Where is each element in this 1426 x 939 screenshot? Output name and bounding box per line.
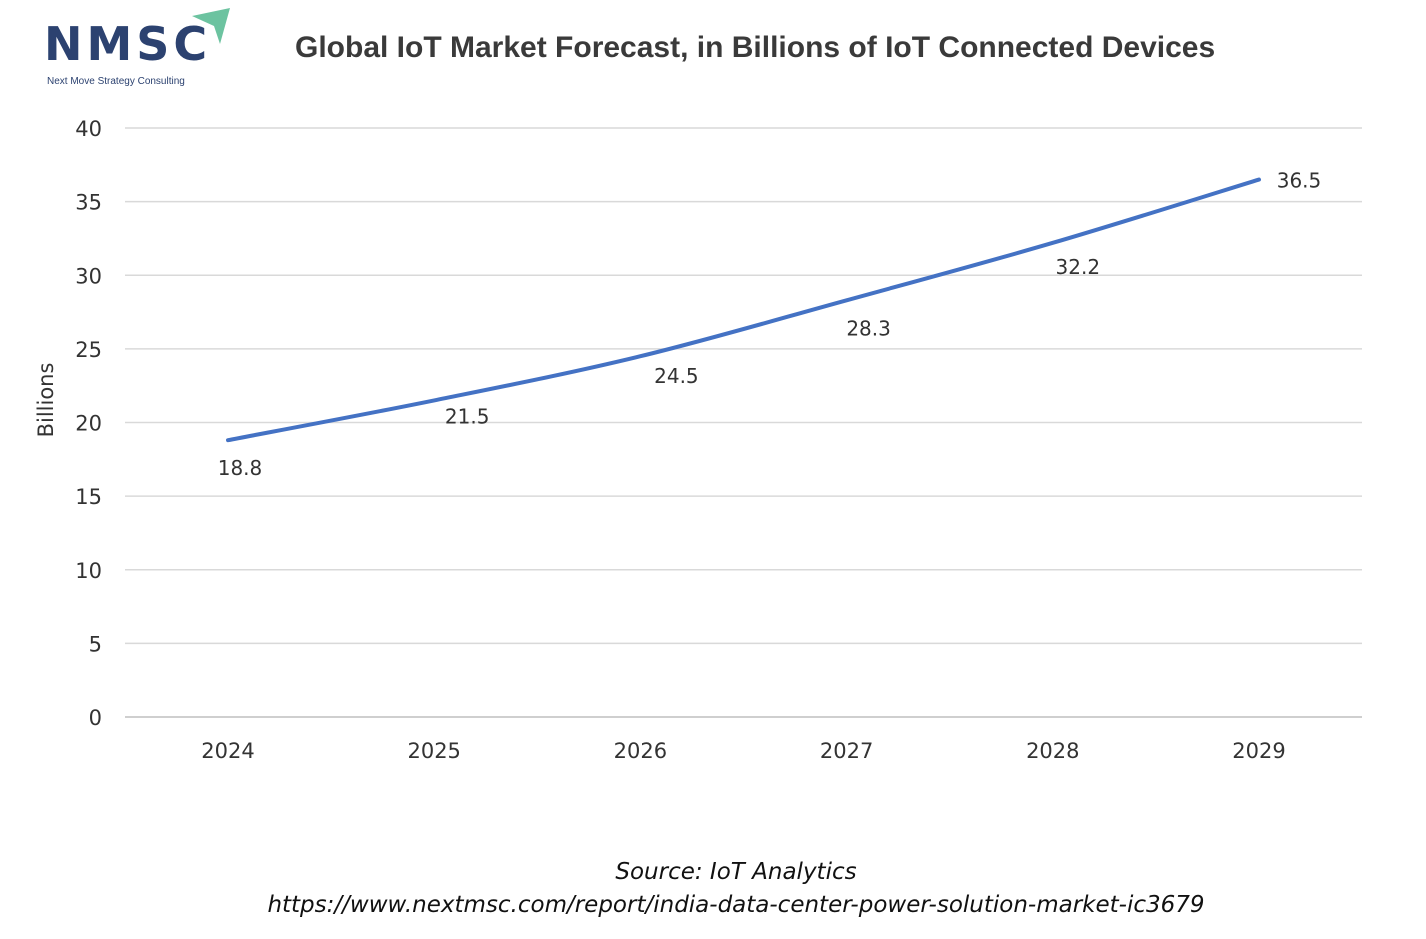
data-label: 18.8 [218,456,263,480]
y-tick-label: 10 [75,559,102,583]
data-label: 36.5 [1277,169,1322,193]
logo-arrow-icon [192,8,230,44]
chart-title: Global IoT Market Forecast, in Billions … [295,31,1216,64]
data-label: 32.2 [1056,255,1101,279]
data-label: 21.5 [445,404,490,428]
logo-text: NMSC [44,17,211,71]
y-tick-label: 15 [75,485,102,509]
y-tick-label: 40 [75,117,102,141]
y-tick-label: 35 [75,191,102,215]
x-tick-label: 2027 [820,739,873,763]
logo-tagline: Next Move Strategy Consulting [47,76,185,87]
x-tick-label: 2025 [407,739,460,763]
nmsc-logo: NMSC Next Move Strategy Consulting [44,8,230,87]
y-tick-label: 30 [75,264,102,288]
x-tick-label: 2026 [614,739,667,763]
y-tick-label: 0 [89,706,102,730]
x-tick-label: 2029 [1232,739,1285,763]
y-tick-label: 5 [89,632,102,656]
series-line [226,177,1261,443]
y-axis-label: Billions [34,363,58,438]
source-text: Source: IoT Analytics [615,859,857,885]
y-tick-label: 20 [75,412,102,436]
source-url: https://www.nextmsc.com/report/india-dat… [267,892,1205,918]
data-label: 28.3 [846,316,891,340]
x-tick-label: 2028 [1026,739,1079,763]
x-tick-label: 2024 [201,739,254,763]
data-label: 24.5 [654,364,699,388]
y-tick-label: 25 [75,338,102,362]
